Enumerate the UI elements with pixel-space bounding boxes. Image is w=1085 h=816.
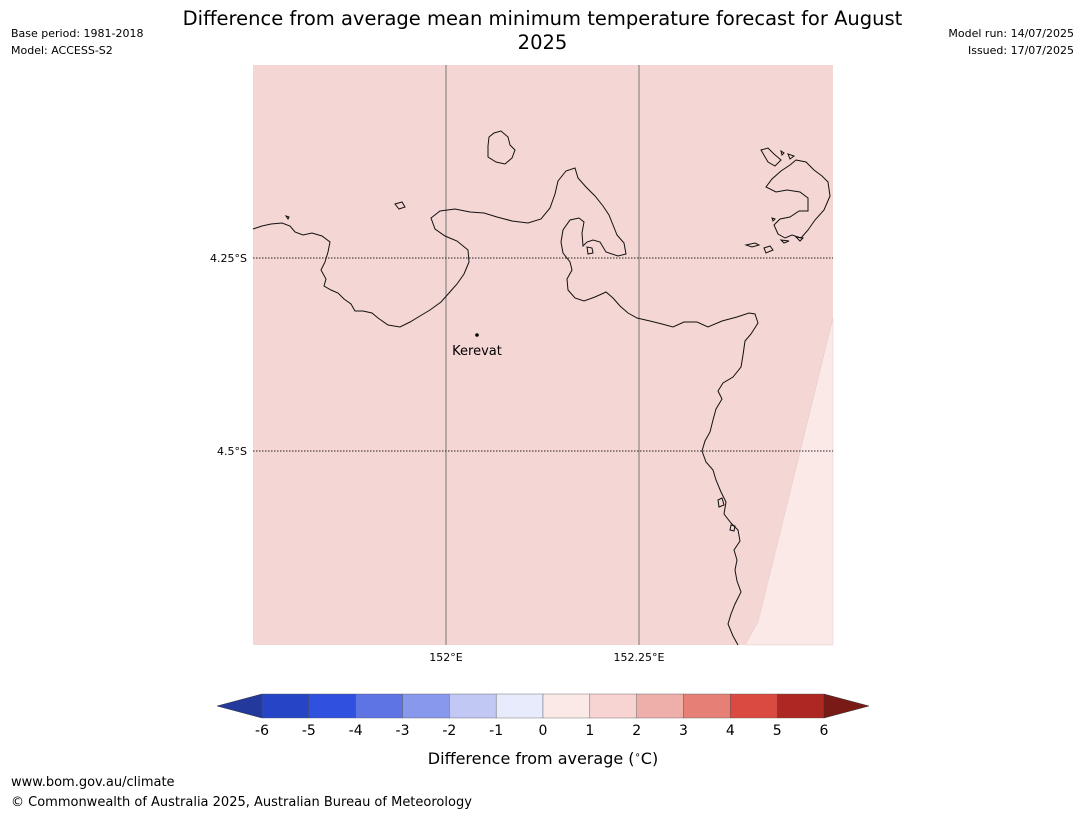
kerevat-marker [475, 333, 479, 337]
footer-copyright: © Commonwealth of Australia 2025, Austra… [11, 795, 472, 810]
header-left-info: Base period: 1981-2018 Model: ACCESS-S2 [11, 25, 143, 59]
lat-label-4-25: 4.25°S [210, 252, 247, 265]
colorbar-segment [495, 693, 544, 719]
model-text: Model: ACCESS-S2 [11, 44, 113, 57]
colorbar-segment [308, 693, 356, 719]
colorbar-segment [402, 693, 450, 719]
lon-label-152: 152°E [429, 651, 462, 664]
colorbar-tick-label: 1 [585, 723, 594, 739]
colorbar-tick-label: 4 [726, 723, 735, 739]
colorbar-tick-label: 6 [820, 723, 829, 739]
colorbar-segment [261, 693, 310, 719]
colorbar-tick-label: 5 [773, 723, 782, 739]
colorbar-segment [542, 693, 591, 719]
coastline [252, 130, 831, 646]
lon-label-152-25: 152.25°E [614, 651, 665, 664]
colorbar-segment [589, 693, 637, 719]
lighter-anomaly-region [744, 317, 834, 646]
colorbar-tick-label: -3 [396, 723, 410, 739]
map-area [253, 65, 833, 645]
colorbar-tick-label: -5 [302, 723, 316, 739]
colorbar-label: Difference from average (∘C) [428, 749, 658, 768]
colorbar-tick-label: -1 [489, 723, 503, 739]
issued-text: Issued: 17/07/2025 [967, 44, 1074, 57]
model-run-text: Model run: 14/07/2025 [948, 27, 1074, 40]
kerevat-label: Kerevat [452, 344, 502, 359]
colorbar-tick-label: -2 [442, 723, 456, 739]
colorbar-segment [683, 693, 731, 719]
footer-url: www.bom.gov.au/climate [11, 775, 175, 790]
colorbar-tick-label: 2 [632, 723, 641, 739]
colorbar [216, 693, 870, 719]
colorbar-segment [776, 693, 825, 719]
colorbar-segment [355, 693, 403, 719]
colorbar-tick-label: 3 [679, 723, 688, 739]
page-title: Difference from average mean minimum tem… [182, 7, 903, 54]
colorbar-tick-label: -6 [255, 723, 269, 739]
colorbar-extend-low [216, 693, 263, 719]
colorbar-tick-label: 0 [539, 723, 548, 739]
colorbar-extend-high [823, 693, 870, 719]
header-right-info: Model run: 14/07/2025 Issued: 17/07/2025 [948, 25, 1074, 59]
colorbar-segment [636, 693, 684, 719]
colorbar-segment [730, 693, 778, 719]
colorbar-segment [449, 693, 497, 719]
colorbar-ticks: -6 -5 -4 -3 -2 -1 0 1 2 3 4 5 6 [255, 723, 829, 739]
base-period-text: Base period: 1981-2018 [11, 27, 144, 40]
colorbar-tick-label: -4 [349, 723, 363, 739]
lat-label-4-5: 4.5°S [217, 445, 247, 458]
